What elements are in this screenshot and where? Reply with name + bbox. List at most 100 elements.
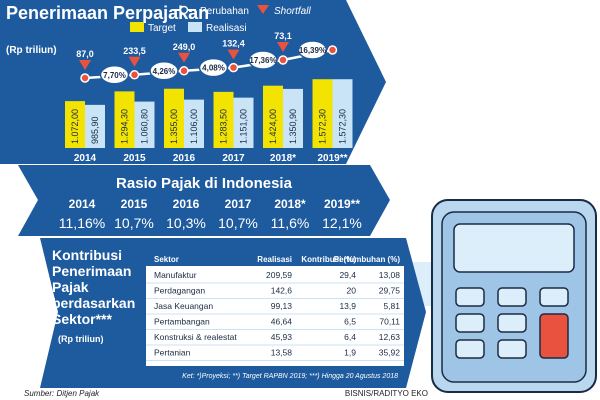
bar-target bbox=[263, 85, 283, 148]
chart-title-line-1: Penerimaan Perpajakan bbox=[6, 3, 209, 23]
bar-realisasi bbox=[332, 79, 353, 148]
bar-realisasi bbox=[184, 99, 204, 148]
rasio-title: Rasio Pajak di Indonesia bbox=[116, 175, 293, 192]
year-label: 2015 bbox=[123, 153, 146, 164]
legend-shortfall-marker bbox=[257, 5, 269, 14]
legend-target-swatch bbox=[130, 22, 144, 32]
perubahan-series: 87,0 7,70% 233,5 4,26% 249,0 4,08% 132,4 17,36%… bbox=[76, 31, 338, 85]
shortfall-marker bbox=[128, 56, 141, 67]
shortfall-label: 249,0 bbox=[173, 42, 196, 52]
kontribusi-title-line-4: berdasarkan bbox=[52, 295, 135, 311]
rasio-table: 2014 11,16% 2015 10,7% 2016 10,3% 2017 10,7% 201… bbox=[59, 197, 362, 231]
legend-realisasi-swatch bbox=[188, 22, 202, 32]
rasio-value: 12,1% bbox=[322, 215, 362, 231]
kontribusi-column-header: Pertumbuhan (%) bbox=[334, 255, 401, 264]
kontribusi-sector-cell: Jasa Keuangan bbox=[154, 301, 213, 311]
kontribusi-value-cell: 6,4 bbox=[344, 332, 356, 342]
kontribusi-value-cell: 35,92 bbox=[379, 348, 401, 358]
kontribusi-value-cell: 46,64 bbox=[271, 317, 293, 327]
bar-target bbox=[65, 101, 85, 148]
rasio-value: 10,3% bbox=[166, 215, 206, 231]
rasio-year: 2016 bbox=[173, 197, 200, 211]
bar-target bbox=[114, 91, 135, 148]
credit-note: BISNIS/RADITYO EKO bbox=[345, 389, 428, 398]
chart-legend: Target Realisasi Perubahan Shortfall bbox=[130, 5, 311, 34]
calculator-key bbox=[539, 287, 569, 307]
kontribusi-value-cell: 70,11 bbox=[379, 317, 400, 327]
calculator-screen bbox=[453, 223, 575, 273]
shortfall-label: 73,1 bbox=[274, 31, 292, 41]
perubahan-badge bbox=[297, 40, 328, 60]
shortfall-marker bbox=[178, 52, 190, 63]
shortfall-marker bbox=[227, 49, 240, 60]
year-axis: 2014 2015 2016 2017 2018* 2019** bbox=[74, 153, 348, 164]
source-note: Sumber: Ditjen Pajak bbox=[24, 389, 100, 398]
shortfall-marker bbox=[79, 60, 91, 70]
calculator-key bbox=[497, 339, 527, 359]
shortfall-label: 87,0 bbox=[76, 49, 94, 59]
bar-target-label: 1.072,00 bbox=[70, 109, 80, 144]
calculator-key bbox=[497, 287, 527, 307]
calculator-key bbox=[455, 339, 485, 359]
rasio-section: Rasio Pajak di Indonesia 2014 11,16% 2015 1… bbox=[18, 165, 390, 236]
calculator-key bbox=[497, 313, 527, 333]
bar-realisasi-label: 1.350,90 bbox=[288, 109, 298, 144]
rasio-value: 10,7% bbox=[114, 215, 154, 231]
kontribusi-value-cell: 5,81 bbox=[383, 301, 400, 311]
kontribusi-value-cell: 1,9 bbox=[344, 348, 356, 358]
kontribusi-table-background bbox=[146, 252, 404, 366]
legend-perubahan-dot bbox=[179, 5, 189, 15]
kontribusi-subtitle: (Rp triliun) bbox=[58, 334, 104, 344]
bar-realisasi bbox=[283, 88, 303, 148]
calculator-key bbox=[455, 313, 485, 333]
kontribusi-sector-cell: Konstruksi & realestat bbox=[154, 332, 237, 342]
kontribusi-sector-cell: Pertanian bbox=[154, 348, 191, 358]
year-label: 2016 bbox=[173, 153, 196, 164]
bar-target-label: 1.355,00 bbox=[169, 109, 179, 144]
kontribusi-column-header: Sektor bbox=[154, 255, 179, 264]
kontribusi-value-cell: 142,6 bbox=[271, 286, 293, 296]
bar-realisasi-label: 1.106,00 bbox=[189, 109, 199, 144]
kontribusi-sector-cell: Manufaktur bbox=[154, 270, 197, 280]
perubahan-point bbox=[129, 70, 140, 80]
bar-realisasi-label: 1.151,00 bbox=[239, 109, 249, 144]
perubahan-label: 17,36% bbox=[249, 56, 276, 65]
year-label: 2014 bbox=[74, 153, 97, 164]
legend-perubahan-label: Perubahan bbox=[200, 6, 249, 17]
shortfall-label: 132,4 bbox=[222, 39, 245, 49]
perubahan-badge bbox=[149, 61, 179, 81]
kontribusi-value-cell: 13,08 bbox=[379, 270, 401, 280]
kontribusi-section: Kontribusi Penerimaan Pajak berdasarkan … bbox=[40, 238, 426, 388]
calculator-key bbox=[455, 287, 485, 307]
rasio-year: 2018* bbox=[274, 197, 306, 211]
kontribusi-sector-cell: Perdagangan bbox=[154, 286, 205, 296]
bar-realisasi bbox=[233, 97, 254, 148]
year-label: 2018* bbox=[270, 153, 296, 164]
kontribusi-title-line-2: Penerimaan bbox=[52, 263, 131, 279]
shortfall-marker bbox=[277, 42, 289, 52]
kontribusi-value-cell: 99,13 bbox=[271, 301, 293, 311]
perubahan-point bbox=[179, 66, 189, 76]
perubahan-point bbox=[80, 73, 90, 83]
kontribusi-value-cell: 45,93 bbox=[271, 332, 293, 342]
bar-target bbox=[213, 91, 234, 148]
bar-target bbox=[164, 88, 184, 148]
kontribusi-table: Sektor Realisasi Kontribusi (%)Pertumbuhan… bbox=[146, 252, 404, 361]
kontribusi-title-line-5: Sektor*** bbox=[52, 311, 112, 327]
rasio-year: 2019** bbox=[324, 197, 360, 211]
kontribusi-header-row bbox=[146, 252, 404, 266]
rasio-year: 2017 bbox=[225, 197, 252, 211]
perubahan-label: 16,39% bbox=[299, 46, 326, 55]
rasio-year: 2015 bbox=[121, 197, 148, 211]
perubahan-badge bbox=[248, 50, 278, 70]
legend-realisasi-label: Realisasi bbox=[206, 23, 247, 34]
kontribusi-title-line-3: Pajak bbox=[52, 279, 89, 295]
bar-realisasi bbox=[134, 101, 155, 148]
chart-subtitle: (Rp triliun) bbox=[6, 45, 57, 56]
rasio-value: 10,7% bbox=[218, 215, 258, 231]
bar-target-label: 1.424,00 bbox=[268, 109, 278, 144]
year-label: 2017 bbox=[222, 153, 245, 164]
kontribusi-title-line-1: Kontribusi bbox=[52, 247, 122, 263]
calculator-red-key bbox=[539, 313, 569, 359]
